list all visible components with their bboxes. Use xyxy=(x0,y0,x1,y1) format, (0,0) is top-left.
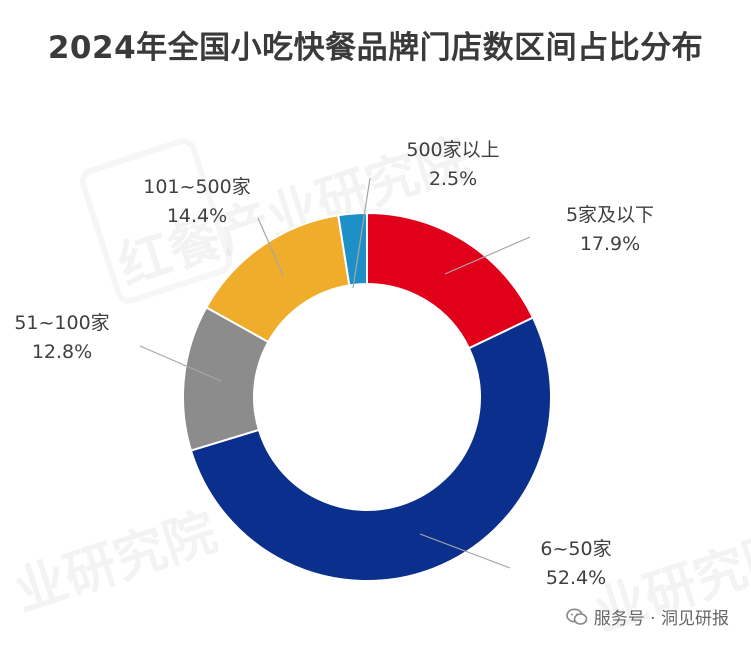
slice-value-label: 14.4% xyxy=(167,205,227,227)
slice-label: 6~50家 xyxy=(540,538,611,560)
leader-line xyxy=(444,236,531,275)
donut-slice xyxy=(366,211,535,350)
footer-text: 服务号 · 洞见研报 xyxy=(593,609,729,629)
slice-value-label: 12.8% xyxy=(32,341,92,363)
leader-line xyxy=(352,177,371,289)
slice-label: 5家及以下 xyxy=(566,204,654,226)
donut-slice xyxy=(337,211,368,287)
leader-line xyxy=(257,217,284,276)
slice-label: 500家以上 xyxy=(406,139,499,161)
leader-line xyxy=(139,345,222,382)
slice-value-label: 2.5% xyxy=(429,168,477,190)
slice-value-label: 52.4% xyxy=(546,567,606,589)
leader-line xyxy=(419,533,511,569)
wechat-icon xyxy=(565,608,588,625)
footer: 服务号 · 洞见研报 xyxy=(565,604,729,629)
chart-title: 2024年全国小吃快餐品牌门店数区间占比分布 xyxy=(47,30,704,66)
slice-value-label: 17.9% xyxy=(580,233,640,255)
slice-label: 51~100家 xyxy=(14,312,109,334)
slice-label: 101~500家 xyxy=(143,176,250,198)
donut-slice xyxy=(189,316,552,582)
